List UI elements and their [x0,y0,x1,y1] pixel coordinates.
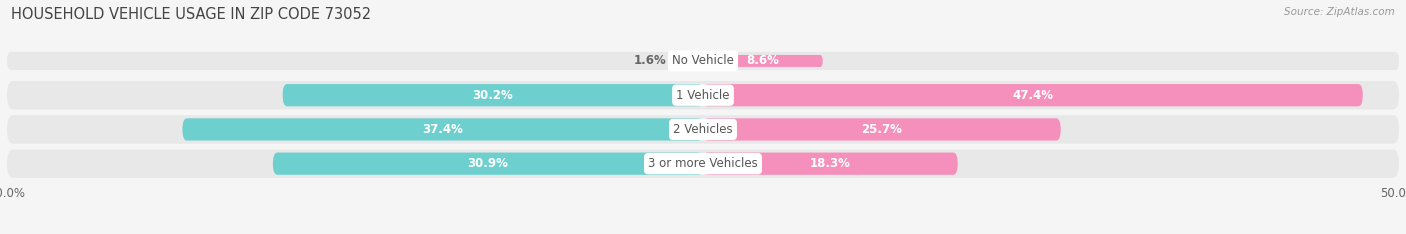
Text: 3 or more Vehicles: 3 or more Vehicles [648,157,758,170]
FancyBboxPatch shape [7,150,1399,178]
FancyBboxPatch shape [183,118,703,141]
Text: 1 Vehicle: 1 Vehicle [676,89,730,102]
Text: 30.2%: 30.2% [472,89,513,102]
Text: 1.6%: 1.6% [634,55,666,67]
FancyBboxPatch shape [703,55,823,67]
Text: 47.4%: 47.4% [1012,89,1053,102]
Text: 8.6%: 8.6% [747,55,779,67]
Text: Source: ZipAtlas.com: Source: ZipAtlas.com [1284,7,1395,17]
FancyBboxPatch shape [703,118,1060,141]
FancyBboxPatch shape [703,84,1362,106]
Text: 30.9%: 30.9% [468,157,509,170]
FancyBboxPatch shape [273,153,703,175]
Text: 2 Vehicles: 2 Vehicles [673,123,733,136]
FancyBboxPatch shape [7,81,1399,110]
Text: 37.4%: 37.4% [422,123,463,136]
FancyBboxPatch shape [283,84,703,106]
Text: HOUSEHOLD VEHICLE USAGE IN ZIP CODE 73052: HOUSEHOLD VEHICLE USAGE IN ZIP CODE 7305… [11,7,371,22]
Text: No Vehicle: No Vehicle [672,55,734,67]
Text: 25.7%: 25.7% [862,123,903,136]
FancyBboxPatch shape [7,115,1399,144]
Text: 18.3%: 18.3% [810,157,851,170]
FancyBboxPatch shape [7,52,1399,70]
FancyBboxPatch shape [681,55,703,67]
FancyBboxPatch shape [703,153,957,175]
